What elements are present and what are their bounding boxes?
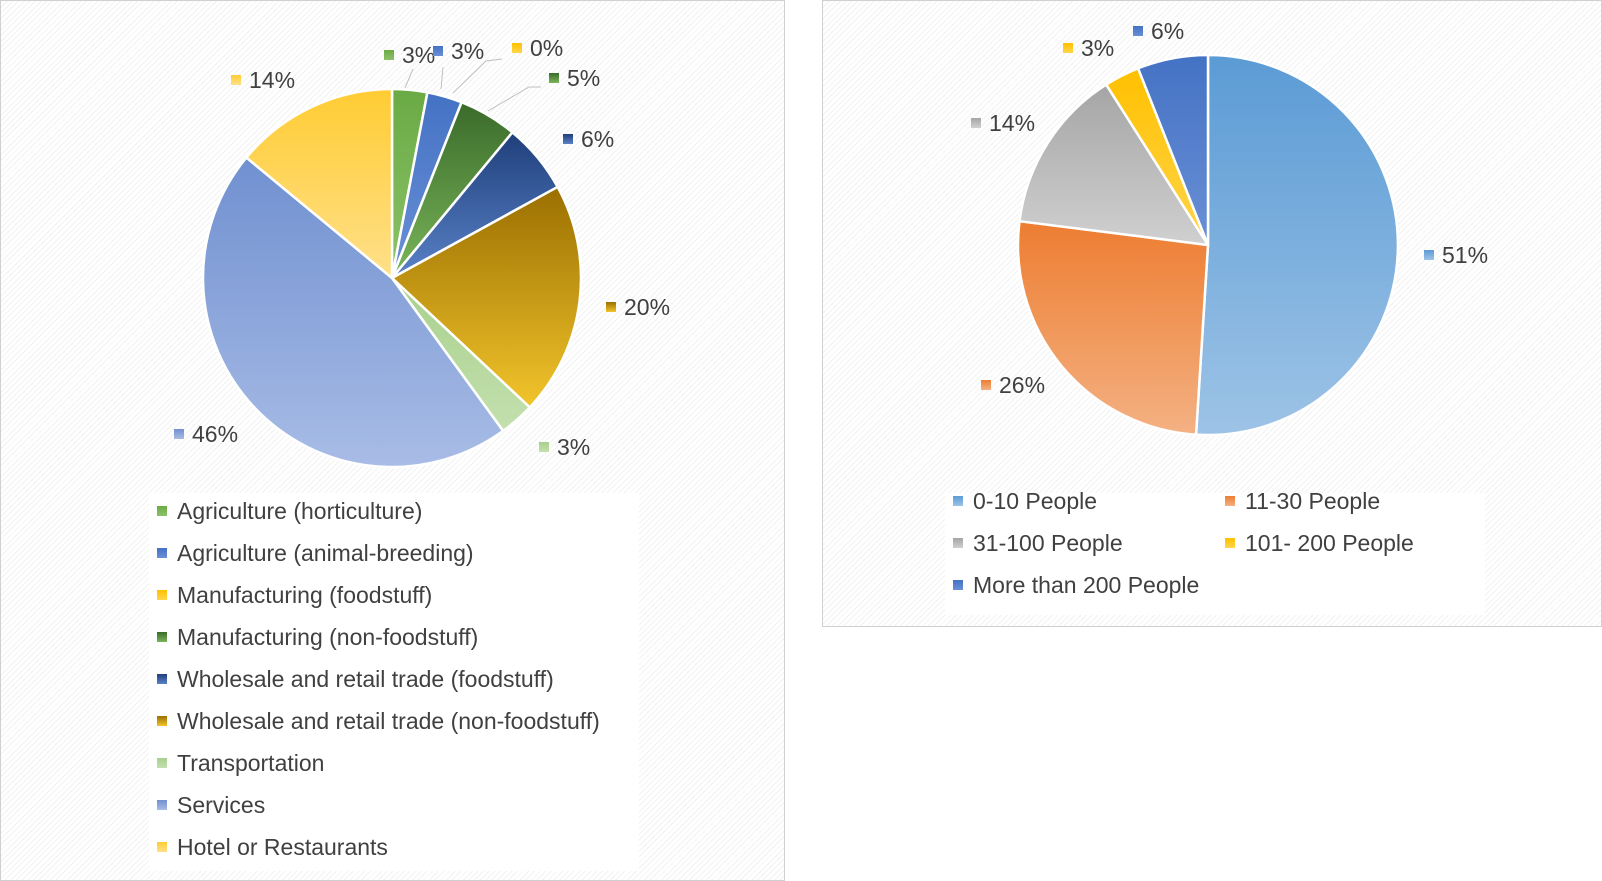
sector-legend-label-8: Hotel or Restaurants: [177, 834, 388, 860]
sector-legend-label-2: Manufacturing (foodstuff): [177, 582, 433, 608]
sector-legend: Agriculture (horticulture) Agriculture (a…: [149, 493, 639, 871]
employees-pie-chart: 51% 26% 14% 3% 6%: [971, 18, 1488, 437]
employees-data-label-key-2: [971, 118, 981, 128]
sector-leader-line-1: [440, 66, 444, 90]
sector-data-label-key-1: [433, 46, 443, 56]
employees-legend-swatch-0: [953, 495, 963, 506]
sector-data-label-key-4: [563, 134, 573, 144]
employees-data-label-1: 26%: [999, 372, 1045, 398]
employees-data-label-key-3: [1063, 43, 1073, 53]
sector-leader-line-0: [404, 68, 414, 89]
employees-data-label-3: 3%: [1081, 35, 1114, 61]
sector-slice-8: [245, 87, 394, 280]
sector-legend-swatch-7: [157, 799, 167, 810]
sector-legend-item-1: Agriculture (animal-breeding): [157, 539, 474, 567]
sector-legend-item-2: Manufacturing (foodstuff): [157, 581, 432, 609]
sector-legend-swatch-4: [157, 673, 167, 684]
sector-legend-swatch-5: [157, 715, 167, 726]
sector-data-label-3: 5%: [567, 65, 600, 91]
sector-legend-label-5: Wholesale and retail trade (non-foodstuf…: [177, 708, 600, 734]
sector-legend-label-6: Transportation: [177, 750, 325, 776]
employees-data-label-key-4: [1133, 26, 1143, 36]
employees-legend-label-0: 0-10 People: [973, 488, 1098, 514]
sector-legend-label-0: Agriculture (horticulture): [177, 498, 423, 524]
employees-slice-1: [1016, 219, 1210, 436]
sector-data-label-4: 6%: [581, 126, 614, 152]
employees-legend-item-3: 101- 200 People: [1225, 529, 1414, 557]
employees-data-label-0: 51%: [1442, 242, 1488, 268]
sector-data-label-key-7: [174, 429, 184, 439]
employees-legend-label-3: 101- 200 People: [1245, 530, 1414, 556]
employees-legend-swatch-4: [953, 579, 963, 590]
sector-data-label-6: 3%: [557, 434, 590, 460]
employees-slice-0: [1194, 53, 1400, 437]
sector-data-label-0: 3%: [402, 42, 435, 68]
sector-legend-item-8: Hotel or Restaurants: [157, 833, 388, 861]
sector-legend-swatch-3: [157, 631, 167, 642]
sector-legend-swatch-8: [157, 841, 167, 852]
sector-data-label-8: 14%: [249, 67, 295, 93]
sector-legend-label-7: Services: [177, 792, 266, 818]
sector-legend-item-5: Wholesale and retail trade (non-foodstuf…: [157, 707, 600, 735]
sector-data-label-2: 0%: [530, 35, 563, 61]
sector-legend-item-7: Services: [157, 791, 265, 819]
employees-data-label-key-0: [1424, 250, 1434, 260]
sector-legend-label-4: Wholesale and retail trade (foodstuff): [177, 666, 554, 692]
sector-chart-panel: 3% 3% 0% 5% 6% 20% 3% 46% 14% Agriculture (horti…: [0, 0, 785, 881]
sector-slice-5: [390, 185, 583, 409]
sector-legend-swatch-1: [157, 547, 167, 558]
sector-legend-swatch-6: [157, 757, 167, 768]
sector-legend-label-1: Agriculture (animal-breeding): [177, 540, 474, 566]
employees-data-label-2: 14%: [989, 110, 1035, 136]
sector-data-label-5: 20%: [624, 294, 670, 320]
sector-leader-line-2: [452, 58, 503, 94]
employees-legend-label-1: 11-30 People: [1245, 488, 1381, 514]
sector-legend-item-6: Transportation: [157, 749, 324, 777]
employees-slice-4: [1136, 53, 1210, 247]
employees-legend-label-4: More than 200 People: [973, 572, 1200, 598]
employees-legend: 0-10 People 11-30 People 31-100 People 101-…: [945, 488, 1485, 615]
sector-legend-swatch-2: [157, 589, 167, 600]
employees-legend-label-2: 31-100 People: [973, 530, 1123, 556]
sector-data-label-key-3: [549, 73, 559, 83]
employees-legend-item-0: 0-10 People: [953, 487, 1097, 515]
sector-data-label-1: 3%: [451, 38, 484, 64]
sector-legend-item-0: Agriculture (horticulture): [157, 497, 422, 525]
employees-legend-swatch-3: [1225, 537, 1235, 548]
sector-leader-line-3: [487, 86, 541, 112]
sector-pie-chart: 3% 3% 0%5% 6% 20% 3% 46% 14%: [174, 35, 670, 469]
sector-legend-label-3: Manufacturing (non-foodstuff): [177, 624, 479, 650]
employees-legend-swatch-1: [1225, 495, 1235, 506]
employees-legend-item-1: 11-30 People: [1225, 487, 1380, 515]
sector-data-label-7: 46%: [192, 421, 238, 447]
sector-data-label-key-8: [231, 75, 241, 85]
employees-data-label-key-1: [981, 380, 991, 390]
sector-data-label-key-0: [384, 50, 394, 60]
sector-legend-item-3: Manufacturing (non-foodstuff): [157, 623, 478, 651]
employees-legend-item-4: More than 200 People: [953, 571, 1199, 599]
employees-legend-item-2: 31-100 People: [953, 529, 1123, 557]
employees-chart-panel: 51% 26% 14% 3% 6% 0-10 People 11-30 People 31-…: [822, 0, 1602, 627]
sector-legend-item-4: Wholesale and retail trade (foodstuff): [157, 665, 554, 693]
sector-legend-swatch-0: [157, 505, 167, 516]
sector-data-label-key-5: [606, 302, 616, 312]
employees-data-label-4: 6%: [1151, 18, 1184, 44]
employees-legend-swatch-2: [953, 537, 963, 548]
sector-data-label-key-2: [512, 43, 522, 53]
sector-data-label-key-6: [539, 442, 549, 452]
employees-slice-2: [1018, 83, 1210, 247]
sector-slice-7: [201, 156, 505, 469]
